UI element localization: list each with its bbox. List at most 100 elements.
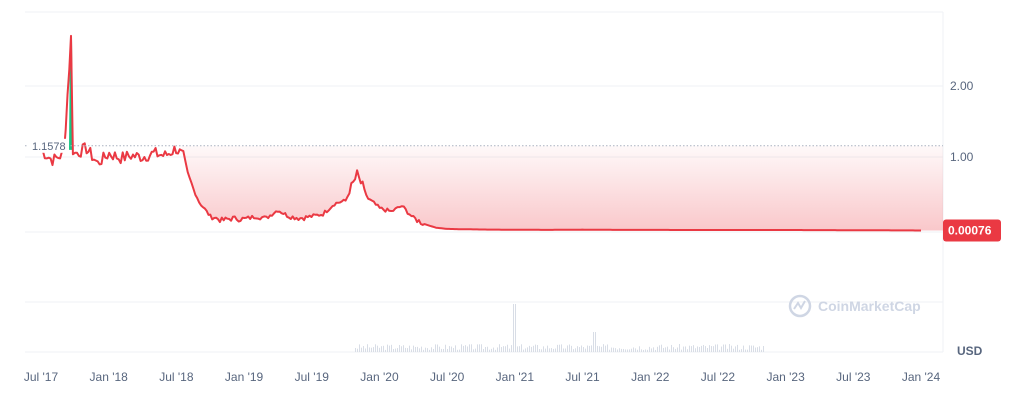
volume-bar xyxy=(507,344,508,352)
x-tick-label: Jul '17 xyxy=(24,370,59,384)
volume-bar xyxy=(513,304,514,352)
volume-bar xyxy=(561,344,562,352)
volume-bar xyxy=(383,345,384,352)
volume-bar xyxy=(719,349,720,352)
y-tick-label: 2.00 xyxy=(950,79,974,93)
volume-bar xyxy=(431,347,432,352)
volume-bar xyxy=(423,349,424,352)
volume-bar xyxy=(625,349,626,352)
volume-bar xyxy=(667,346,668,352)
volume-bar xyxy=(375,344,376,352)
volume-bar xyxy=(665,347,666,352)
volume-bar xyxy=(445,344,446,352)
volume-bar xyxy=(391,344,392,352)
volume-bar xyxy=(459,349,460,352)
volume-bar xyxy=(611,347,612,352)
volume-bar xyxy=(533,345,534,352)
watermark-text: CoinMarketCap xyxy=(818,298,921,314)
x-tick-label: Jan '23 xyxy=(766,370,805,384)
volume-bar xyxy=(751,345,752,352)
volume-bar xyxy=(417,346,418,352)
volume-bar xyxy=(597,345,598,352)
volume-bar xyxy=(529,345,530,352)
volume-bar xyxy=(377,345,378,352)
volume-bar xyxy=(495,349,496,352)
volume-bar xyxy=(601,346,602,352)
volume-bar xyxy=(571,345,572,352)
volume-bar xyxy=(755,347,756,352)
volume-bar xyxy=(387,344,388,352)
x-tick-label: Jul '23 xyxy=(836,370,871,384)
volume-bar xyxy=(631,348,632,352)
volume-bar xyxy=(729,344,730,352)
volume-bar xyxy=(473,349,474,352)
volume-bar xyxy=(717,344,718,352)
volume-bar xyxy=(687,349,688,352)
volume-bar xyxy=(663,347,664,352)
volume-bar xyxy=(463,345,464,352)
volume-bar xyxy=(515,304,516,352)
volume-bar xyxy=(381,346,382,352)
volume-bar xyxy=(549,348,550,352)
volume-bar xyxy=(537,345,538,352)
x-axis: Jul '17 Jan '18 Jul '18 Jan '19 Jul '19 Jan '… xyxy=(24,370,941,384)
volume-bar xyxy=(489,349,490,352)
volume-bar xyxy=(519,346,520,352)
current-price-badge: 0.00076 xyxy=(943,219,1001,242)
volume-bar xyxy=(543,346,544,352)
volume-bar xyxy=(503,346,504,352)
volume-bar xyxy=(499,344,500,352)
volume-bar xyxy=(681,349,682,352)
volume-bar xyxy=(757,347,758,352)
volume-bar xyxy=(749,345,750,352)
y-axis: 2.00 1.00 xyxy=(950,79,974,164)
price-area-fill xyxy=(181,145,944,231)
volume-bar xyxy=(607,344,608,352)
volume-bar xyxy=(361,347,362,352)
volume-bar xyxy=(555,348,556,352)
watermark: CoinMarketCap xyxy=(788,294,921,318)
volume-bar xyxy=(713,346,714,352)
volume-bar xyxy=(689,345,690,352)
volume-bar xyxy=(743,345,744,352)
volume-bar xyxy=(619,348,620,352)
volume-bar xyxy=(599,346,600,352)
volume-bar xyxy=(553,348,554,352)
volume-bar xyxy=(753,345,754,352)
volume-bar xyxy=(635,348,636,352)
x-tick-label: Jul '21 xyxy=(565,370,600,384)
y-tick-label: 1.00 xyxy=(950,150,974,164)
volume-bar xyxy=(425,347,426,352)
volume-bar xyxy=(559,344,560,352)
volume-bar xyxy=(457,349,458,352)
volume-bar xyxy=(523,349,524,352)
volume-bar xyxy=(747,349,748,352)
volume-bar xyxy=(589,345,590,352)
volume-bar xyxy=(429,349,430,352)
volume-bar xyxy=(545,348,546,352)
volume-bar xyxy=(401,346,402,352)
volume-bar xyxy=(505,346,506,352)
volume-bar xyxy=(711,346,712,352)
volume-bar xyxy=(497,347,498,352)
volume-bar xyxy=(411,349,412,352)
volume-bar xyxy=(623,348,624,352)
x-tick-label: Jan '22 xyxy=(631,370,670,384)
volume-bar xyxy=(699,346,700,352)
volume-bar xyxy=(685,346,686,352)
volume-bar xyxy=(539,349,540,352)
volume-bar xyxy=(591,345,592,352)
current-price-text: 0.00076 xyxy=(948,223,992,237)
volume-bars xyxy=(355,304,764,352)
volume-bar xyxy=(739,349,740,352)
volume-bar xyxy=(355,348,356,352)
x-tick-label: Jan '19 xyxy=(225,370,264,384)
volume-bar xyxy=(367,344,368,352)
volume-bar xyxy=(661,344,662,352)
volume-bar xyxy=(609,349,610,352)
volume-bar xyxy=(581,345,582,352)
volume-bar xyxy=(669,349,670,352)
volume-bar xyxy=(399,344,400,352)
volume-bar xyxy=(723,344,724,352)
volume-bar xyxy=(565,348,566,352)
